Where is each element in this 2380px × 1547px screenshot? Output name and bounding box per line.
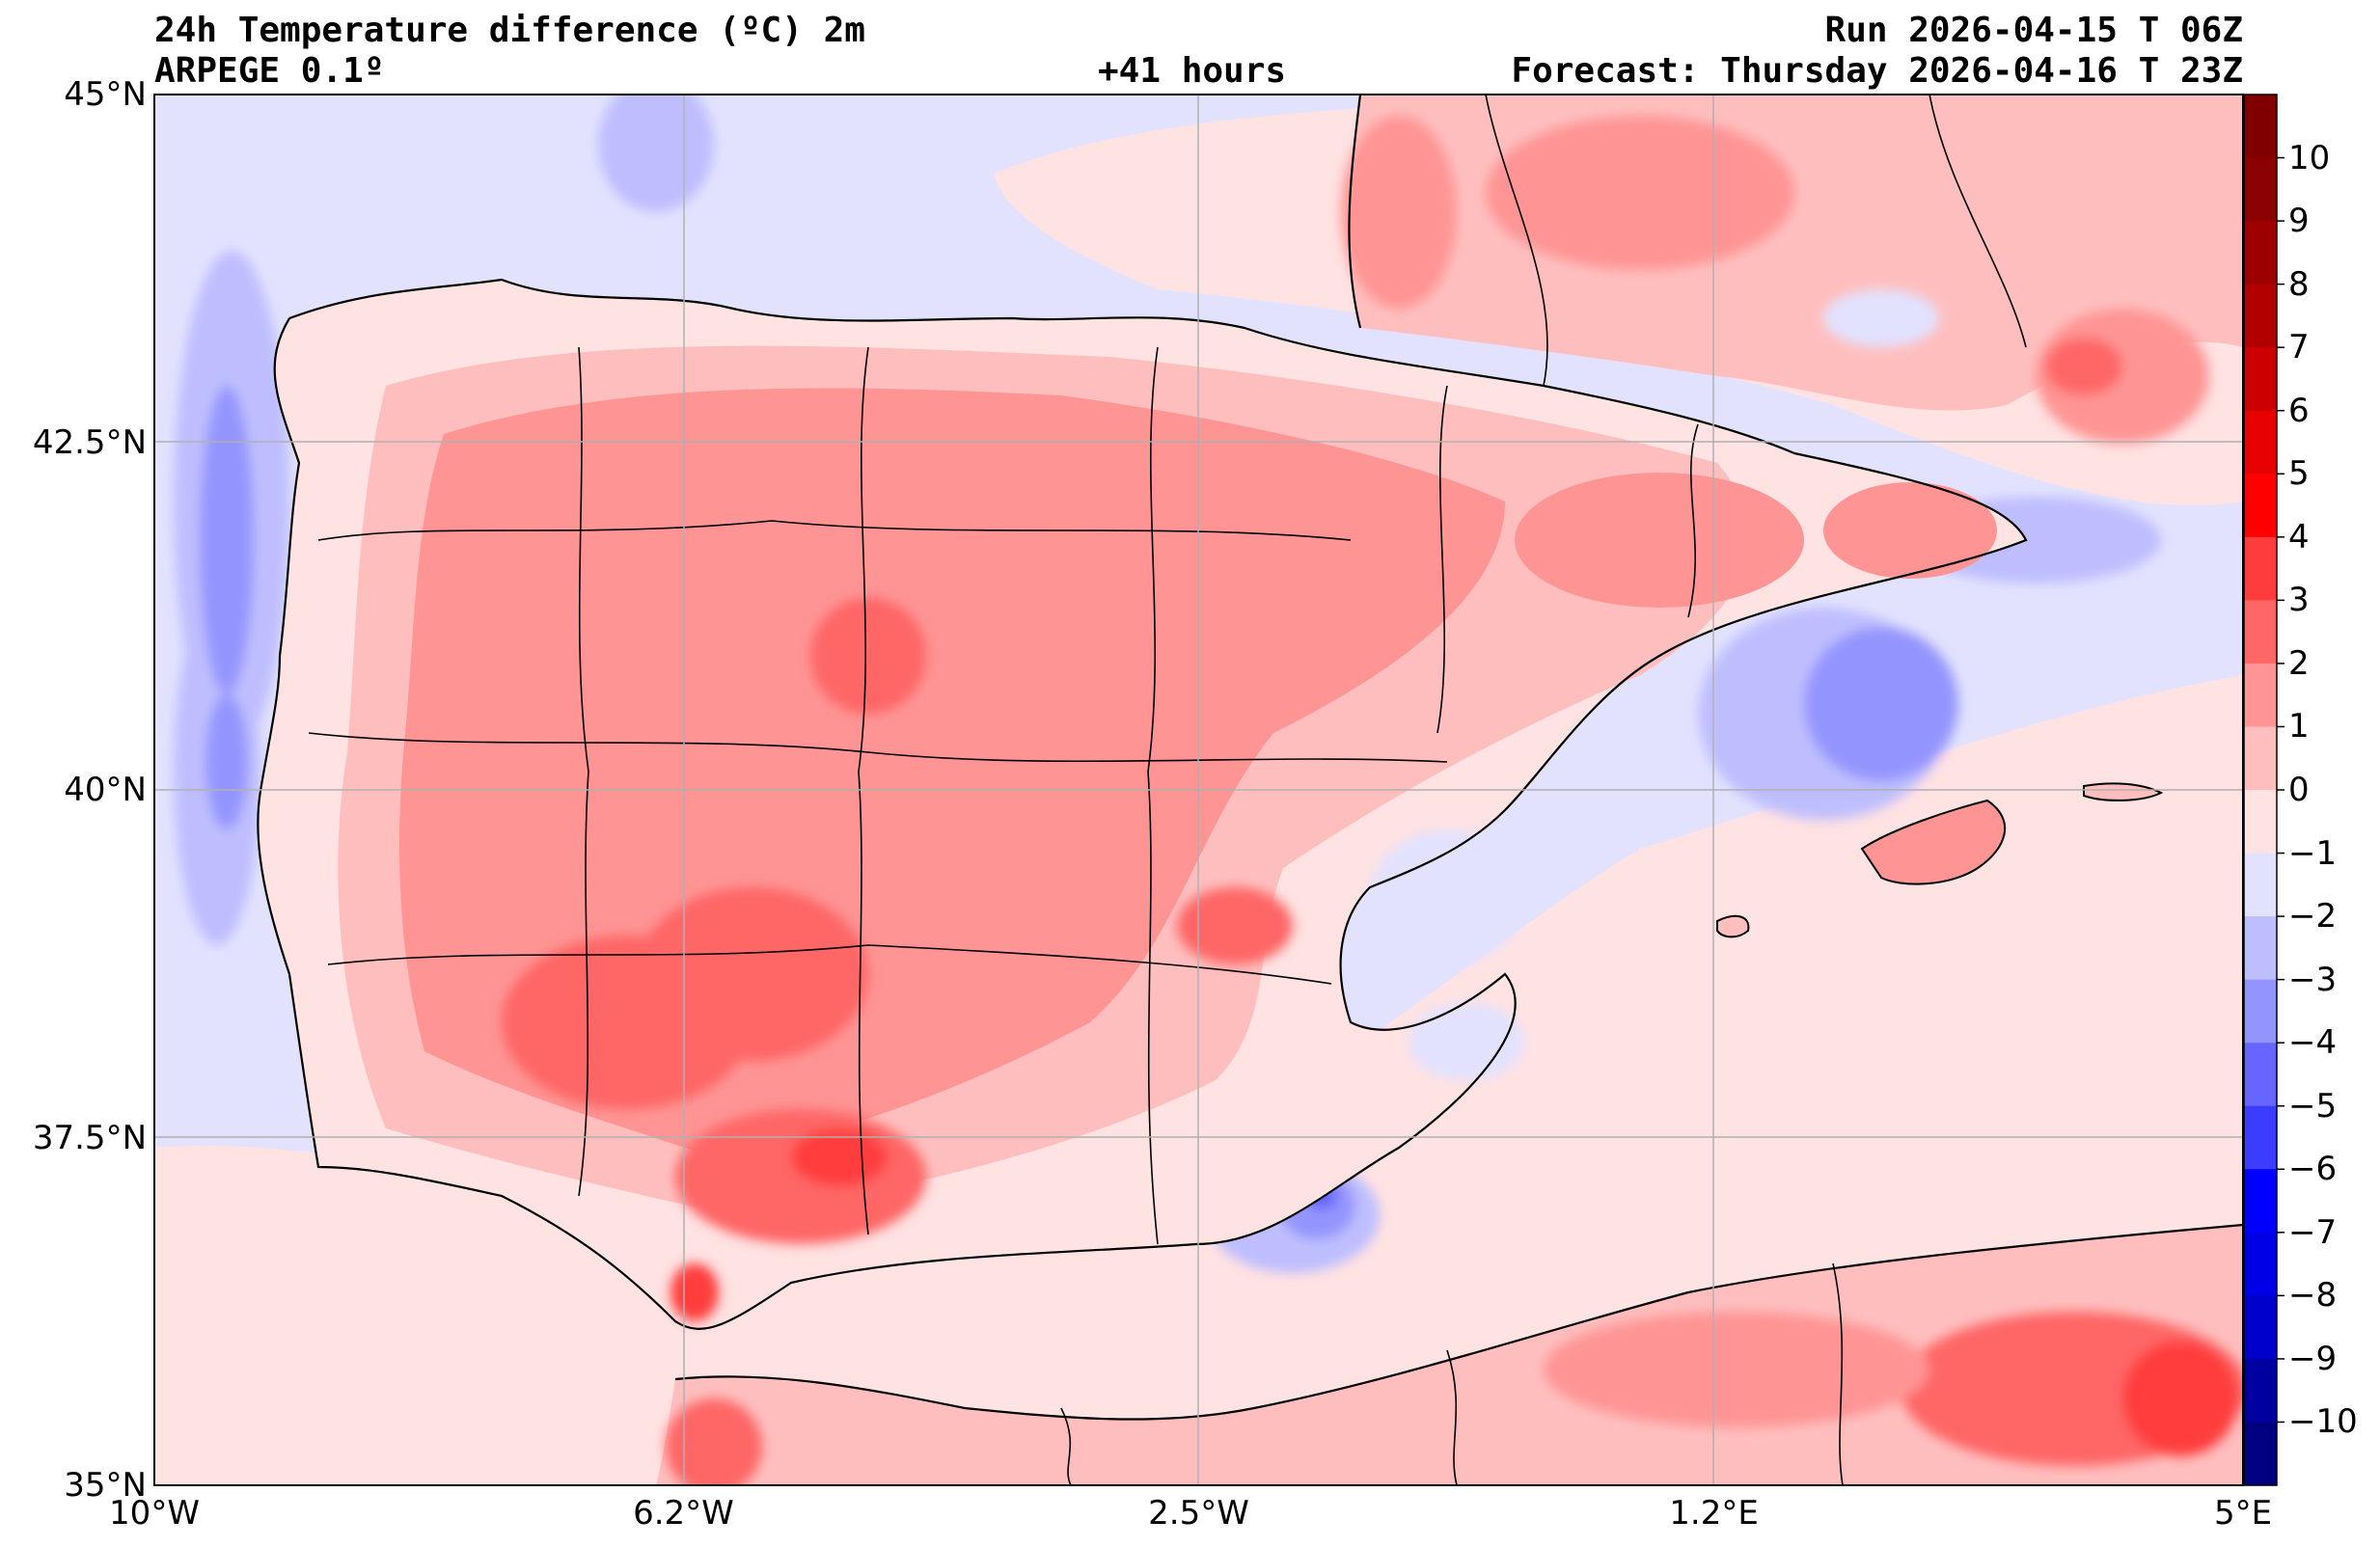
cold-coast-patch: [1370, 829, 1524, 1080]
warm-zone-catalonia: [1823, 482, 1997, 579]
colorbar-tick-label: 2: [2288, 643, 2310, 683]
colorbar-segment: [2244, 1169, 2277, 1234]
colorbar-segment: [2244, 410, 2277, 475]
colorbar-tick-label: −10: [2288, 1402, 2358, 1442]
warm-zone-ne: [1515, 473, 1804, 608]
colorbar-tick-label: 4: [2288, 517, 2310, 556]
colorbar-segment: [2244, 95, 2277, 159]
colorbar-tick-label: −4: [2288, 1023, 2338, 1063]
lead-time: +41 hours: [1098, 51, 1287, 91]
colorbar-segment: [2244, 347, 2277, 412]
colorbar-segment: [2244, 790, 2277, 855]
colorbar-tick-label: −8: [2288, 1276, 2338, 1316]
colorbar-segment: [2244, 726, 2277, 791]
colorbar-segment: [2244, 474, 2277, 538]
colorbar-segment: [2244, 536, 2277, 601]
colorbar-tick-label: −1: [2288, 833, 2338, 873]
mallorca: [1860, 799, 2006, 885]
map-frame: [153, 94, 2244, 1486]
colorbar-segment: [2244, 1232, 2277, 1296]
colorbar-tick-label: −5: [2288, 1086, 2338, 1126]
lat-tick-label: 40°N: [64, 771, 147, 809]
ibiza: [1716, 914, 1750, 938]
colorbar-segment: [2244, 1295, 2277, 1360]
colorbar-tick-label: 0: [2288, 771, 2310, 809]
colorbar-tick-label: −6: [2288, 1150, 2338, 1189]
colorbar-segment: [2244, 1422, 2277, 1486]
colorbar-tick-label: 10: [2288, 138, 2331, 177]
colorbar-segment: [2244, 1043, 2277, 1107]
colorbar-segment: [2244, 663, 2277, 727]
colorbar-segment: [2244, 979, 2277, 1044]
colorbar-tick-label: 6: [2288, 391, 2310, 430]
colorbar-tick-label: 1: [2288, 707, 2310, 746]
colorbar-tick-label: 5: [2288, 454, 2310, 494]
province-borders: [308, 346, 1844, 1485]
colorbar-segment: [2244, 600, 2277, 665]
lon-tick-label: 1.2°E: [1669, 1494, 1759, 1533]
hot-spots: [502, 598, 1293, 1321]
lat-tick-label: 35°N: [64, 1466, 147, 1505]
menorca: [2083, 782, 2164, 801]
lat-tick-label: 42.5°N: [32, 422, 147, 462]
model-name: ARPEGE 0.1º: [154, 51, 385, 91]
colorbar-segment: [2244, 284, 2277, 348]
france-warm: [1341, 116, 2209, 444]
colorbar-tick-label: 9: [2288, 202, 2310, 241]
run-time: Run 2026-04-15 T 06Z: [1824, 11, 2243, 50]
colorbar-tick-label: −7: [2288, 1212, 2338, 1252]
lon-tick-label: 2.5°W: [1148, 1494, 1249, 1533]
colorbar-tick-label: −2: [2288, 897, 2338, 936]
lon-tick-label: 5°E: [2213, 1494, 2273, 1533]
colorbar-segment: [2244, 853, 2277, 917]
lon-tick-label: 6.2°W: [633, 1494, 734, 1533]
colorbar-segment: [2244, 1358, 2277, 1423]
lat-tick-label: 45°N: [64, 75, 147, 114]
map-title: 24h Temperature difference (ºC) 2m: [154, 11, 865, 50]
colorbar-segment: [2244, 1105, 2277, 1170]
colorbar-tick-label: −3: [2288, 960, 2338, 999]
colorbar-tick-label: 3: [2288, 581, 2310, 620]
lon-tick-label: 10°W: [109, 1494, 200, 1533]
coastlines-borders: [257, 95, 2243, 1421]
north-africa-warm: [666, 1312, 2243, 1485]
north-africa-land: [656, 1225, 2243, 1485]
lat-tick-label: 37.5°N: [32, 1118, 147, 1157]
colorbar-tick-label: 7: [2288, 328, 2310, 367]
colorbar-tick-label: −9: [2288, 1339, 2338, 1378]
colorbar-segment: [2244, 157, 2277, 222]
colorbar-tick-label: 8: [2288, 264, 2310, 304]
forecast-time: Forecast: Thursday 2026-04-16 T 23Z: [1511, 51, 2243, 91]
colorbar-segment: [2244, 916, 2277, 981]
lat-lon-grid: [154, 95, 2243, 1485]
colorbar-segment: [2244, 221, 2277, 285]
